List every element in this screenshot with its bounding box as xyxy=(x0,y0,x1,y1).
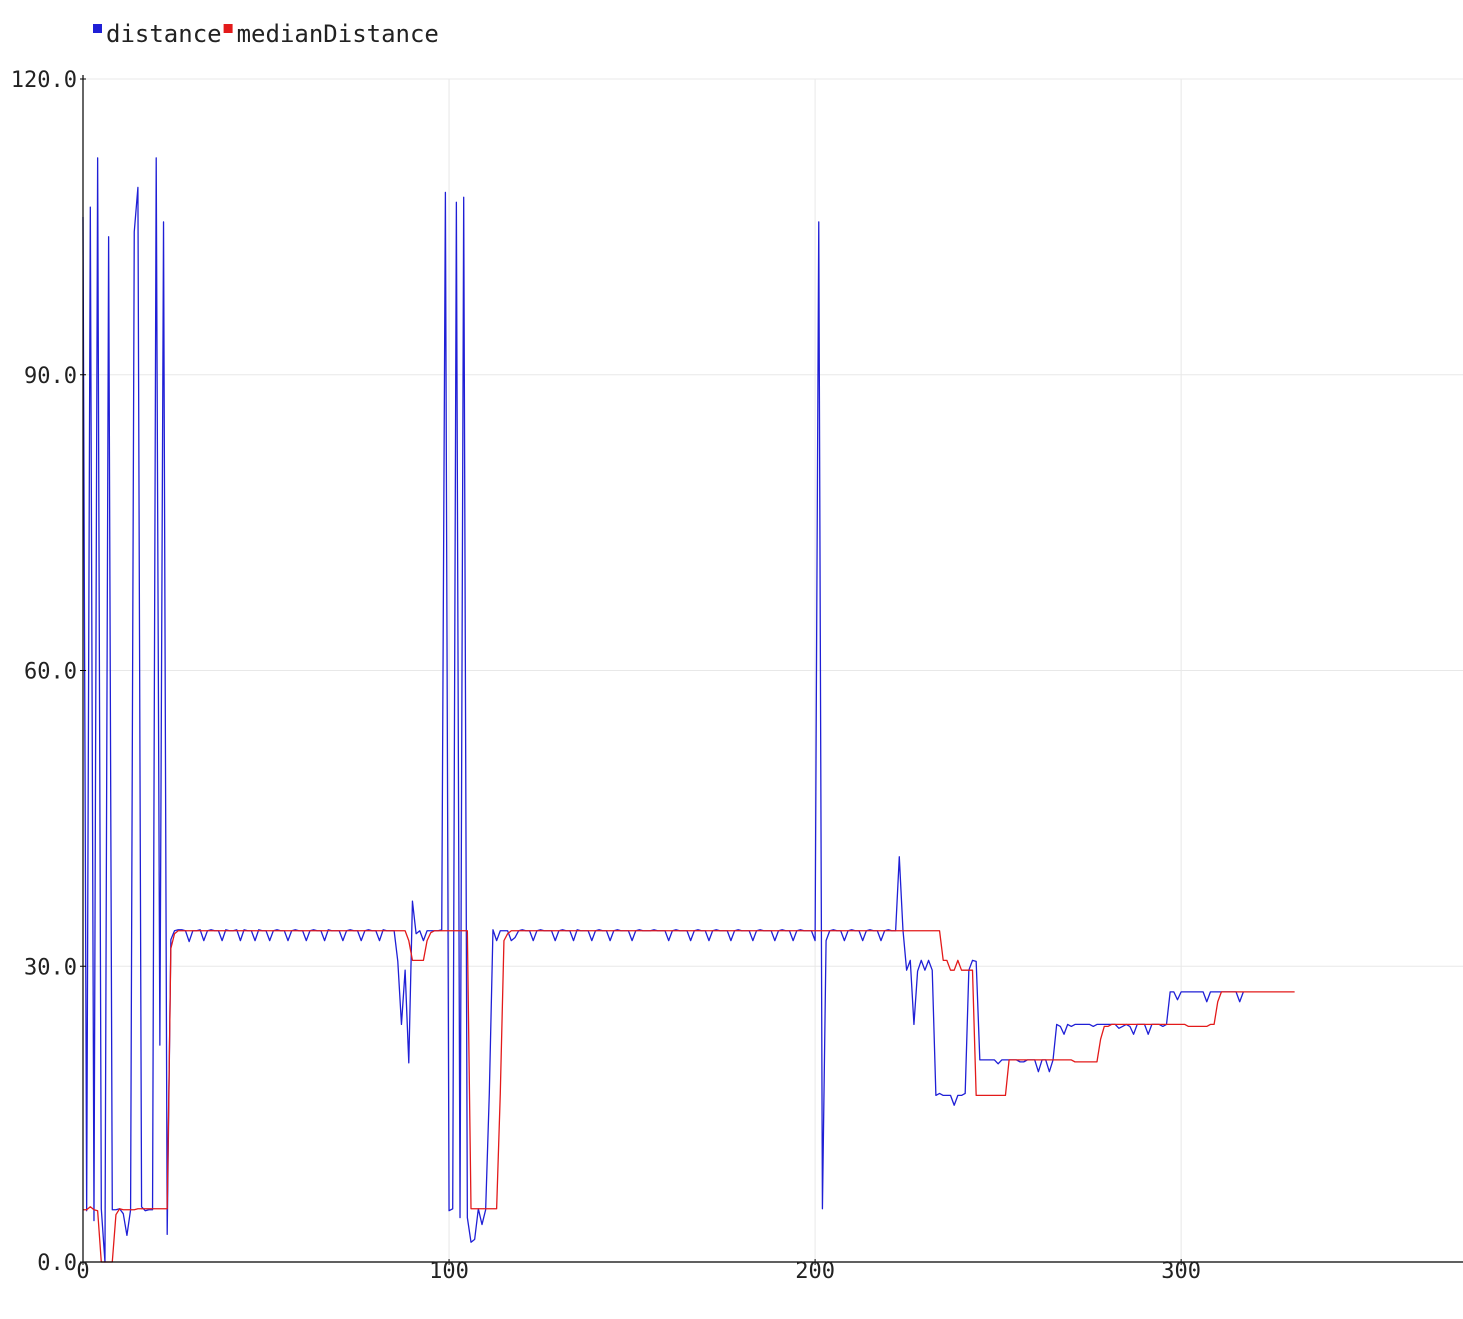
y-tick-label-4: 120.0 xyxy=(11,68,77,93)
series-line-medianDistance xyxy=(83,930,1295,1263)
y-tick-label-1: 30.0 xyxy=(24,955,77,980)
legend-label-distance: distance xyxy=(106,20,222,48)
series-layer xyxy=(82,157,1295,1263)
legend: distance medianDistance xyxy=(93,20,439,48)
legend-swatch-distance xyxy=(93,24,102,33)
grid-layer xyxy=(83,78,1463,1262)
x-tick-label-1: 100 xyxy=(429,1259,469,1284)
x-tick-label-0: 0 xyxy=(76,1259,89,1284)
y-tick-label-0: 0.0 xyxy=(37,1251,77,1276)
axis-layer: 0.0 30.0 60.0 90.0 120.0 0 100 200 300 xyxy=(11,68,1463,1284)
series-line-distance xyxy=(82,157,1244,1263)
y-tick-label-3: 90.0 xyxy=(24,364,77,389)
legend-label-medianDistance: medianDistance xyxy=(237,20,439,48)
y-tick-label-2: 60.0 xyxy=(24,660,77,685)
x-tick-label-2: 200 xyxy=(795,1259,835,1284)
x-tick-label-3: 300 xyxy=(1161,1259,1201,1284)
legend-swatch-medianDistance xyxy=(223,24,233,33)
